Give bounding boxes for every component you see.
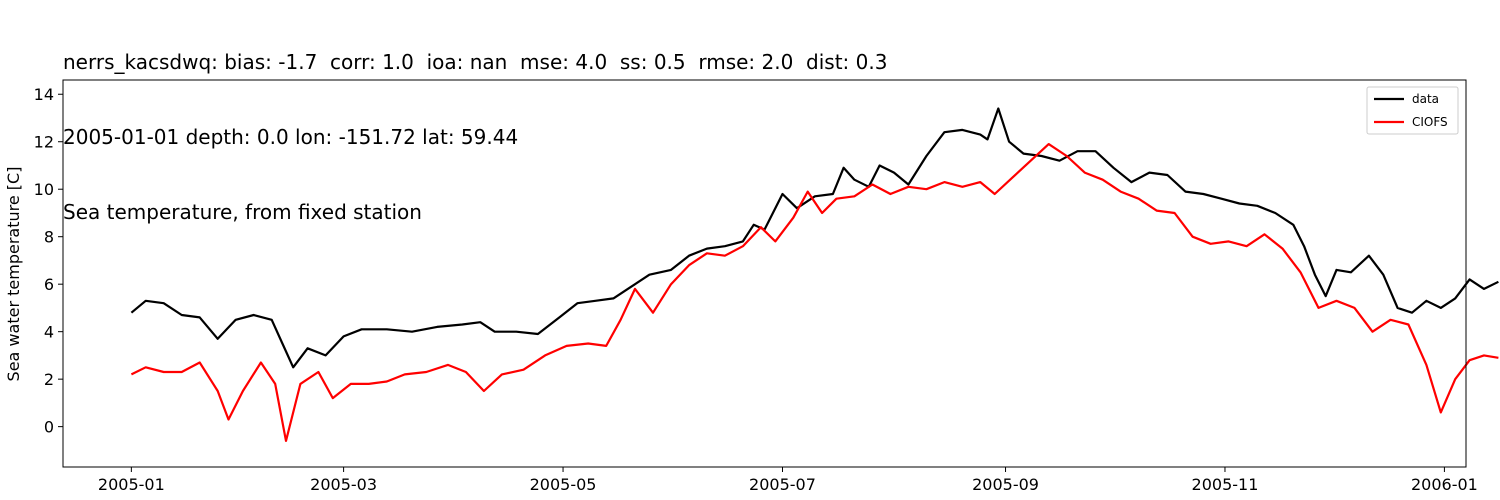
chart-title-line-2: 2005-01-01 depth: 0.0 lon: -151.72 lat: … xyxy=(63,125,519,149)
y-tick-label: 4 xyxy=(44,323,54,342)
legend-label-ciofs: CIOFS xyxy=(1412,115,1448,129)
x-axis: 2005-01 2005-03 2005-05 2005-07 2005-09 2005-… xyxy=(98,467,1478,494)
y-axis-label: Sea water temperature [C] xyxy=(4,167,23,382)
x-tick-label: 2006-01 xyxy=(1411,475,1478,494)
x-tick-label: 2005-11 xyxy=(1192,475,1259,494)
series-layer xyxy=(130,107,1499,442)
x-tick-label: 2005-05 xyxy=(530,475,597,494)
legend-label-data: data xyxy=(1412,92,1439,106)
plot-area-frame xyxy=(62,79,1467,468)
chart-title-line-3: Sea temperature, from fixed station xyxy=(63,200,422,224)
y-axis: 0 2 4 6 8 10 12 14 xyxy=(34,85,63,437)
legend: data CIOFS xyxy=(1366,86,1459,135)
y-tick-label: 8 xyxy=(44,228,54,247)
chart-title-line-1: nerrs_kacsdwq: bias: -1.7 corr: 1.0 ioa:… xyxy=(63,50,888,74)
y-tick-label: 14 xyxy=(34,85,54,104)
y-tick-label: 0 xyxy=(44,418,54,437)
chart-title-block: nerrs_kacsdwq: bias: -1.7 corr: 1.0 ioa:… xyxy=(63,0,887,250)
y-tick-label: 6 xyxy=(44,275,54,294)
series-line-ciofs xyxy=(130,143,1499,442)
y-tick-label: 12 xyxy=(34,133,54,152)
series-line-data xyxy=(130,107,1499,369)
x-tick-label: 2005-03 xyxy=(310,475,377,494)
y-tick-label: 2 xyxy=(44,370,54,389)
x-tick-label: 2005-01 xyxy=(98,475,165,494)
x-tick-label: 2005-07 xyxy=(749,475,816,494)
x-tick-label: 2005-09 xyxy=(972,475,1039,494)
y-tick-label: 10 xyxy=(34,180,54,199)
